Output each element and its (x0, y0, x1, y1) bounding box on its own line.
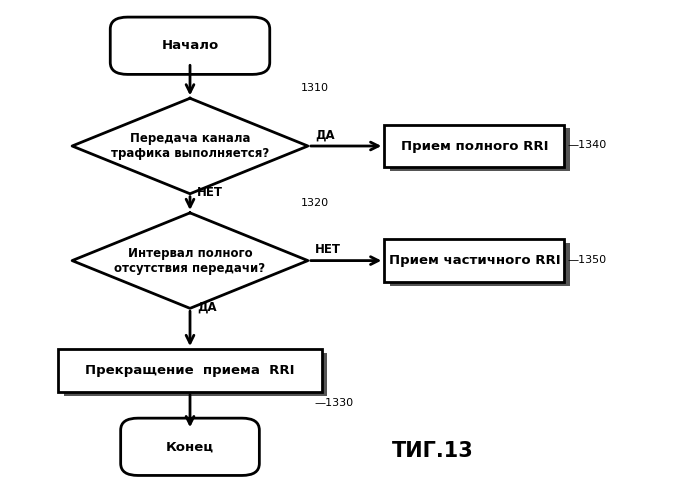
Text: —1330: —1330 (315, 398, 354, 408)
Text: Прекращение  приема  RRI: Прекращение приема RRI (85, 364, 295, 377)
Text: —1340: —1340 (568, 141, 607, 150)
Text: НЕТ: НЕТ (197, 186, 223, 199)
FancyBboxPatch shape (110, 17, 270, 74)
Text: ДА: ДА (315, 129, 334, 142)
Text: 1310: 1310 (301, 83, 329, 93)
Text: Интервал полного
отсутствия передачи?: Интервал полного отсутствия передачи? (115, 247, 266, 275)
Bar (64, 353, 327, 396)
Text: Прием полного RRI: Прием полного RRI (401, 140, 548, 153)
Text: ΤИГ.13: ΤИГ.13 (392, 441, 474, 461)
Text: Начало: Начало (161, 39, 219, 52)
Text: ДА: ДА (197, 301, 217, 314)
Text: Конец: Конец (166, 440, 214, 454)
Bar (390, 128, 570, 171)
Bar (58, 349, 322, 392)
Polygon shape (72, 98, 308, 194)
Text: 1320: 1320 (301, 198, 329, 208)
Bar (384, 125, 565, 168)
Text: Прием частичного RRI: Прием частичного RRI (389, 254, 560, 267)
Polygon shape (72, 213, 308, 308)
Text: Передача канала
трафика выполняется?: Передача канала трафика выполняется? (111, 132, 269, 160)
FancyBboxPatch shape (121, 418, 259, 475)
Bar (390, 243, 570, 286)
Text: НЕТ: НЕТ (315, 243, 341, 256)
Text: —1350: —1350 (568, 255, 607, 265)
Bar (384, 239, 565, 282)
